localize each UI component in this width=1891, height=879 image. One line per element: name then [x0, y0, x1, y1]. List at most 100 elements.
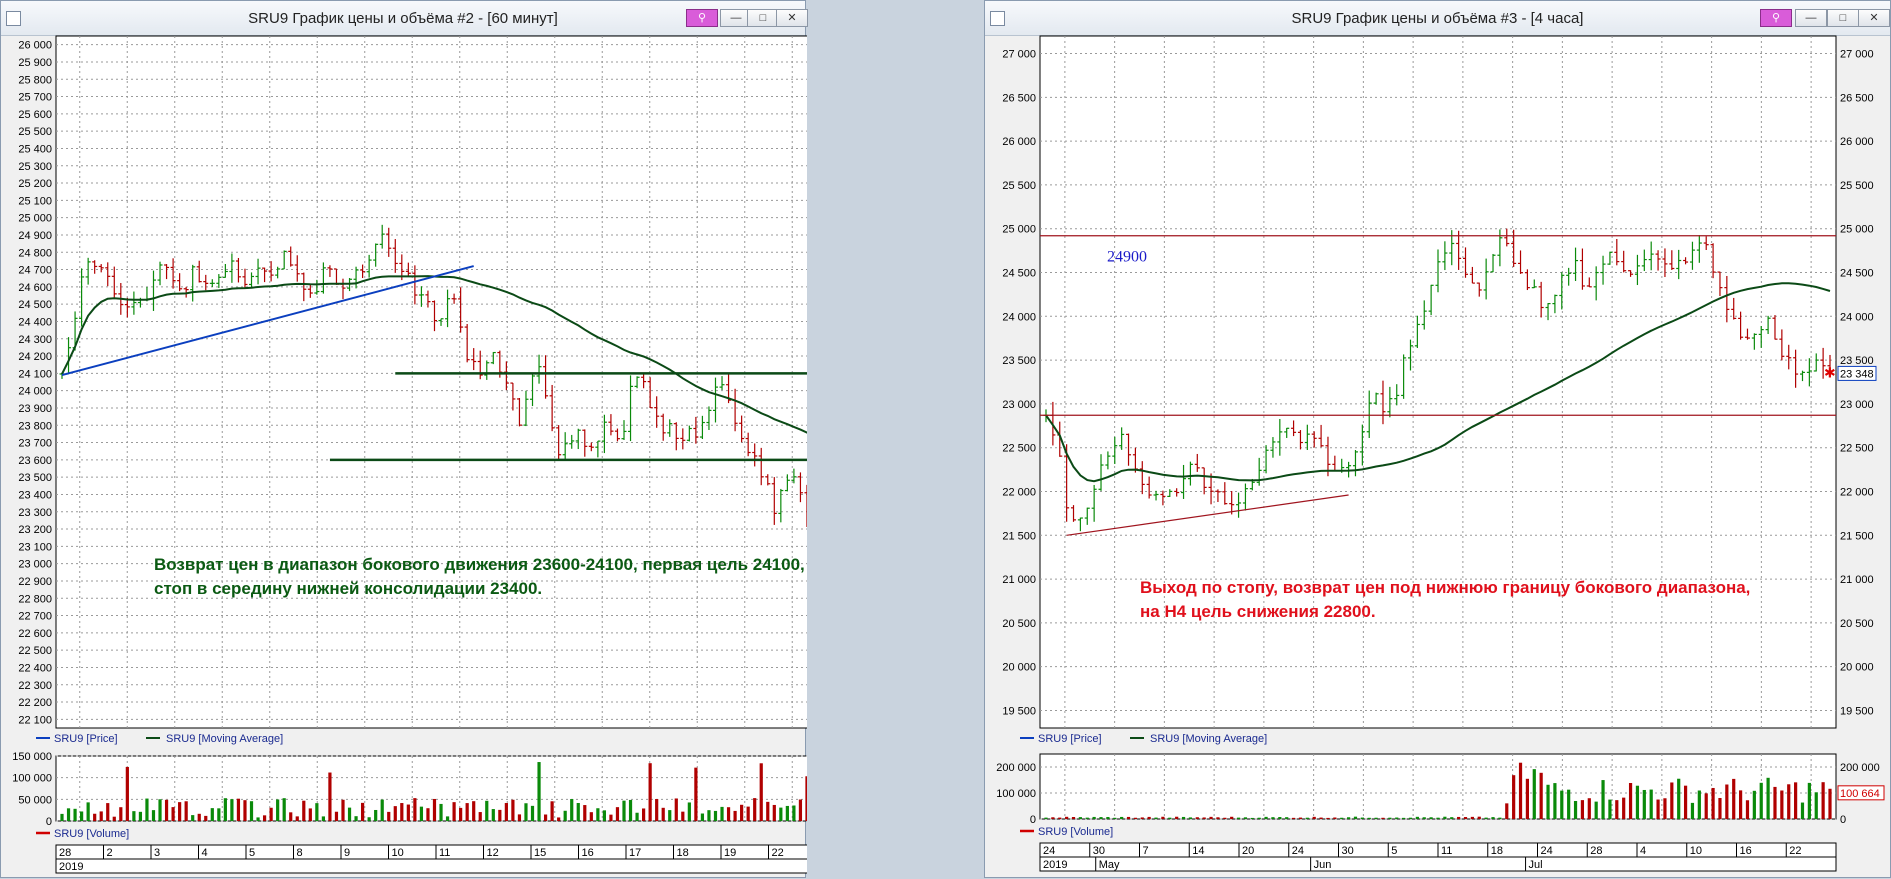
- volume-bar: [537, 762, 541, 821]
- volume-bar: [615, 807, 620, 821]
- volume-bar: [1085, 817, 1089, 819]
- volume-bar: [1663, 798, 1667, 819]
- x-tick-label: 17: [629, 847, 641, 859]
- volume-bar: [374, 809, 378, 821]
- y-tick-label-right: 21 000: [1840, 574, 1874, 586]
- volume-bar: [1078, 817, 1082, 819]
- volume-bar: [1278, 817, 1282, 819]
- volume-bar: [80, 811, 84, 821]
- volume-bar: [485, 800, 489, 821]
- volume-bar: [1738, 790, 1743, 819]
- volume-bar: [687, 802, 691, 821]
- volume-bar: [720, 806, 724, 821]
- volume-bar: [1711, 787, 1715, 819]
- volume-plot-area: [1039, 753, 1837, 820]
- volume-bar: [367, 817, 371, 821]
- volume-bar: [785, 805, 789, 821]
- y-tick-label-right: 20 000: [1840, 662, 1874, 674]
- x-tick-label: 22: [1789, 845, 1801, 857]
- y-tick-label-left: 24 100: [18, 368, 52, 380]
- volume-bar: [145, 798, 149, 821]
- legend-volume-label: SRU9 [Volume]: [54, 828, 129, 840]
- volume-bar: [73, 808, 77, 821]
- window-titlebar[interactable]: SRU9 График цены и объёма #2 - [60 минут…: [1, 1, 808, 36]
- volume-bar: [138, 811, 143, 821]
- volume-bar: [1422, 817, 1426, 819]
- volume-tick-left: 0: [46, 816, 52, 828]
- y-tick-label-left: 23 000: [1002, 399, 1036, 411]
- volume-bar: [1120, 816, 1124, 819]
- y-tick-label-right: 21 500: [1840, 530, 1874, 542]
- month-label: 2019: [1043, 859, 1067, 871]
- x-tick-label: 20: [1242, 845, 1254, 857]
- volume-bar: [66, 808, 71, 821]
- volume-bar: [1532, 769, 1536, 819]
- y-tick-label-left: 22 100: [18, 714, 52, 726]
- volume-bar: [1367, 817, 1371, 819]
- x-tick-label: 8: [297, 847, 303, 859]
- y-tick-label-right: 27 000: [1840, 49, 1874, 61]
- x-tick-label: 30: [1093, 845, 1105, 857]
- volume-bar: [1450, 817, 1454, 819]
- volume-bar: [661, 807, 665, 821]
- volume-bar: [1470, 816, 1474, 819]
- y-tick-label-left: 25 300: [18, 161, 52, 173]
- volume-bar: [361, 802, 365, 821]
- window-titlebar[interactable]: SRU9 График цены и объёма #3 - [4 часа] …: [985, 1, 1890, 36]
- volume-bar: [1071, 817, 1076, 819]
- y-tick-label-left: 26 000: [1002, 136, 1036, 148]
- pin-icon[interactable]: ⚲: [686, 9, 718, 27]
- volume-bar: [1752, 790, 1756, 819]
- volume-bar: [1601, 780, 1605, 819]
- last-volume-label: 100 664: [1840, 788, 1880, 800]
- volume-bar: [158, 799, 162, 821]
- y-tick-label-left: 23 400: [18, 489, 52, 501]
- volume-bar: [178, 802, 182, 821]
- volume-bar: [347, 807, 352, 821]
- legend-volume-label: SRU9 [Volume]: [1038, 826, 1113, 838]
- maximize-button[interactable]: □: [1827, 9, 1859, 27]
- volume-bar: [1388, 817, 1392, 819]
- volume-bar: [1436, 817, 1440, 819]
- volume-bar: [1044, 817, 1048, 819]
- volume-bar: [341, 799, 345, 821]
- volume-bar: [171, 807, 175, 821]
- y-tick-label-left: 24 900: [18, 230, 52, 242]
- volume-bar: [1828, 788, 1832, 819]
- chart-window-4h[interactable]: SRU9 График цены и объёма #3 - [4 часа] …: [984, 0, 1891, 878]
- volume-bar: [1133, 817, 1138, 819]
- volume-bar: [609, 814, 613, 821]
- volume-bar: [707, 810, 711, 821]
- close-button[interactable]: ✕: [1858, 9, 1890, 27]
- volume-bar: [276, 799, 280, 821]
- uptrend-line: [61, 265, 474, 377]
- volume-bar: [779, 807, 783, 821]
- x-tick-label: 7: [1143, 845, 1149, 857]
- price-plot-area: [55, 35, 807, 729]
- x-tick-label: 16: [1740, 845, 1752, 857]
- y-tick-label-left: 25 800: [18, 74, 52, 86]
- volume-bar: [1457, 816, 1461, 819]
- volume-bar: [740, 804, 744, 821]
- legend-ma-label: SRU9 [Moving Average]: [166, 733, 283, 745]
- annotation-line-2: на H4 цель снижения 22800.: [1140, 602, 1376, 621]
- volume-bar: [543, 814, 548, 821]
- volume-bar: [772, 804, 776, 821]
- chart-window-60min[interactable]: SRU9 График цены и объёма #2 - [60 минут…: [0, 0, 808, 879]
- volume-bar: [106, 803, 110, 821]
- x-tick-label: 4: [202, 847, 208, 859]
- y-tick-label-left: 22 300: [18, 680, 52, 692]
- volume-bar: [1216, 817, 1220, 819]
- volume-bar: [1402, 817, 1406, 819]
- volume-bar: [1092, 816, 1096, 819]
- x-tick-label: 10: [1690, 845, 1702, 857]
- volume-bar: [1381, 817, 1385, 819]
- minimize-button[interactable]: —: [1795, 9, 1827, 27]
- pin-icon[interactable]: ⚲: [1760, 9, 1792, 27]
- y-tick-label-left: 27 000: [1002, 49, 1036, 61]
- volume-bar: [295, 816, 299, 821]
- close-button[interactable]: ✕: [776, 9, 808, 27]
- volume-bar: [1512, 775, 1516, 819]
